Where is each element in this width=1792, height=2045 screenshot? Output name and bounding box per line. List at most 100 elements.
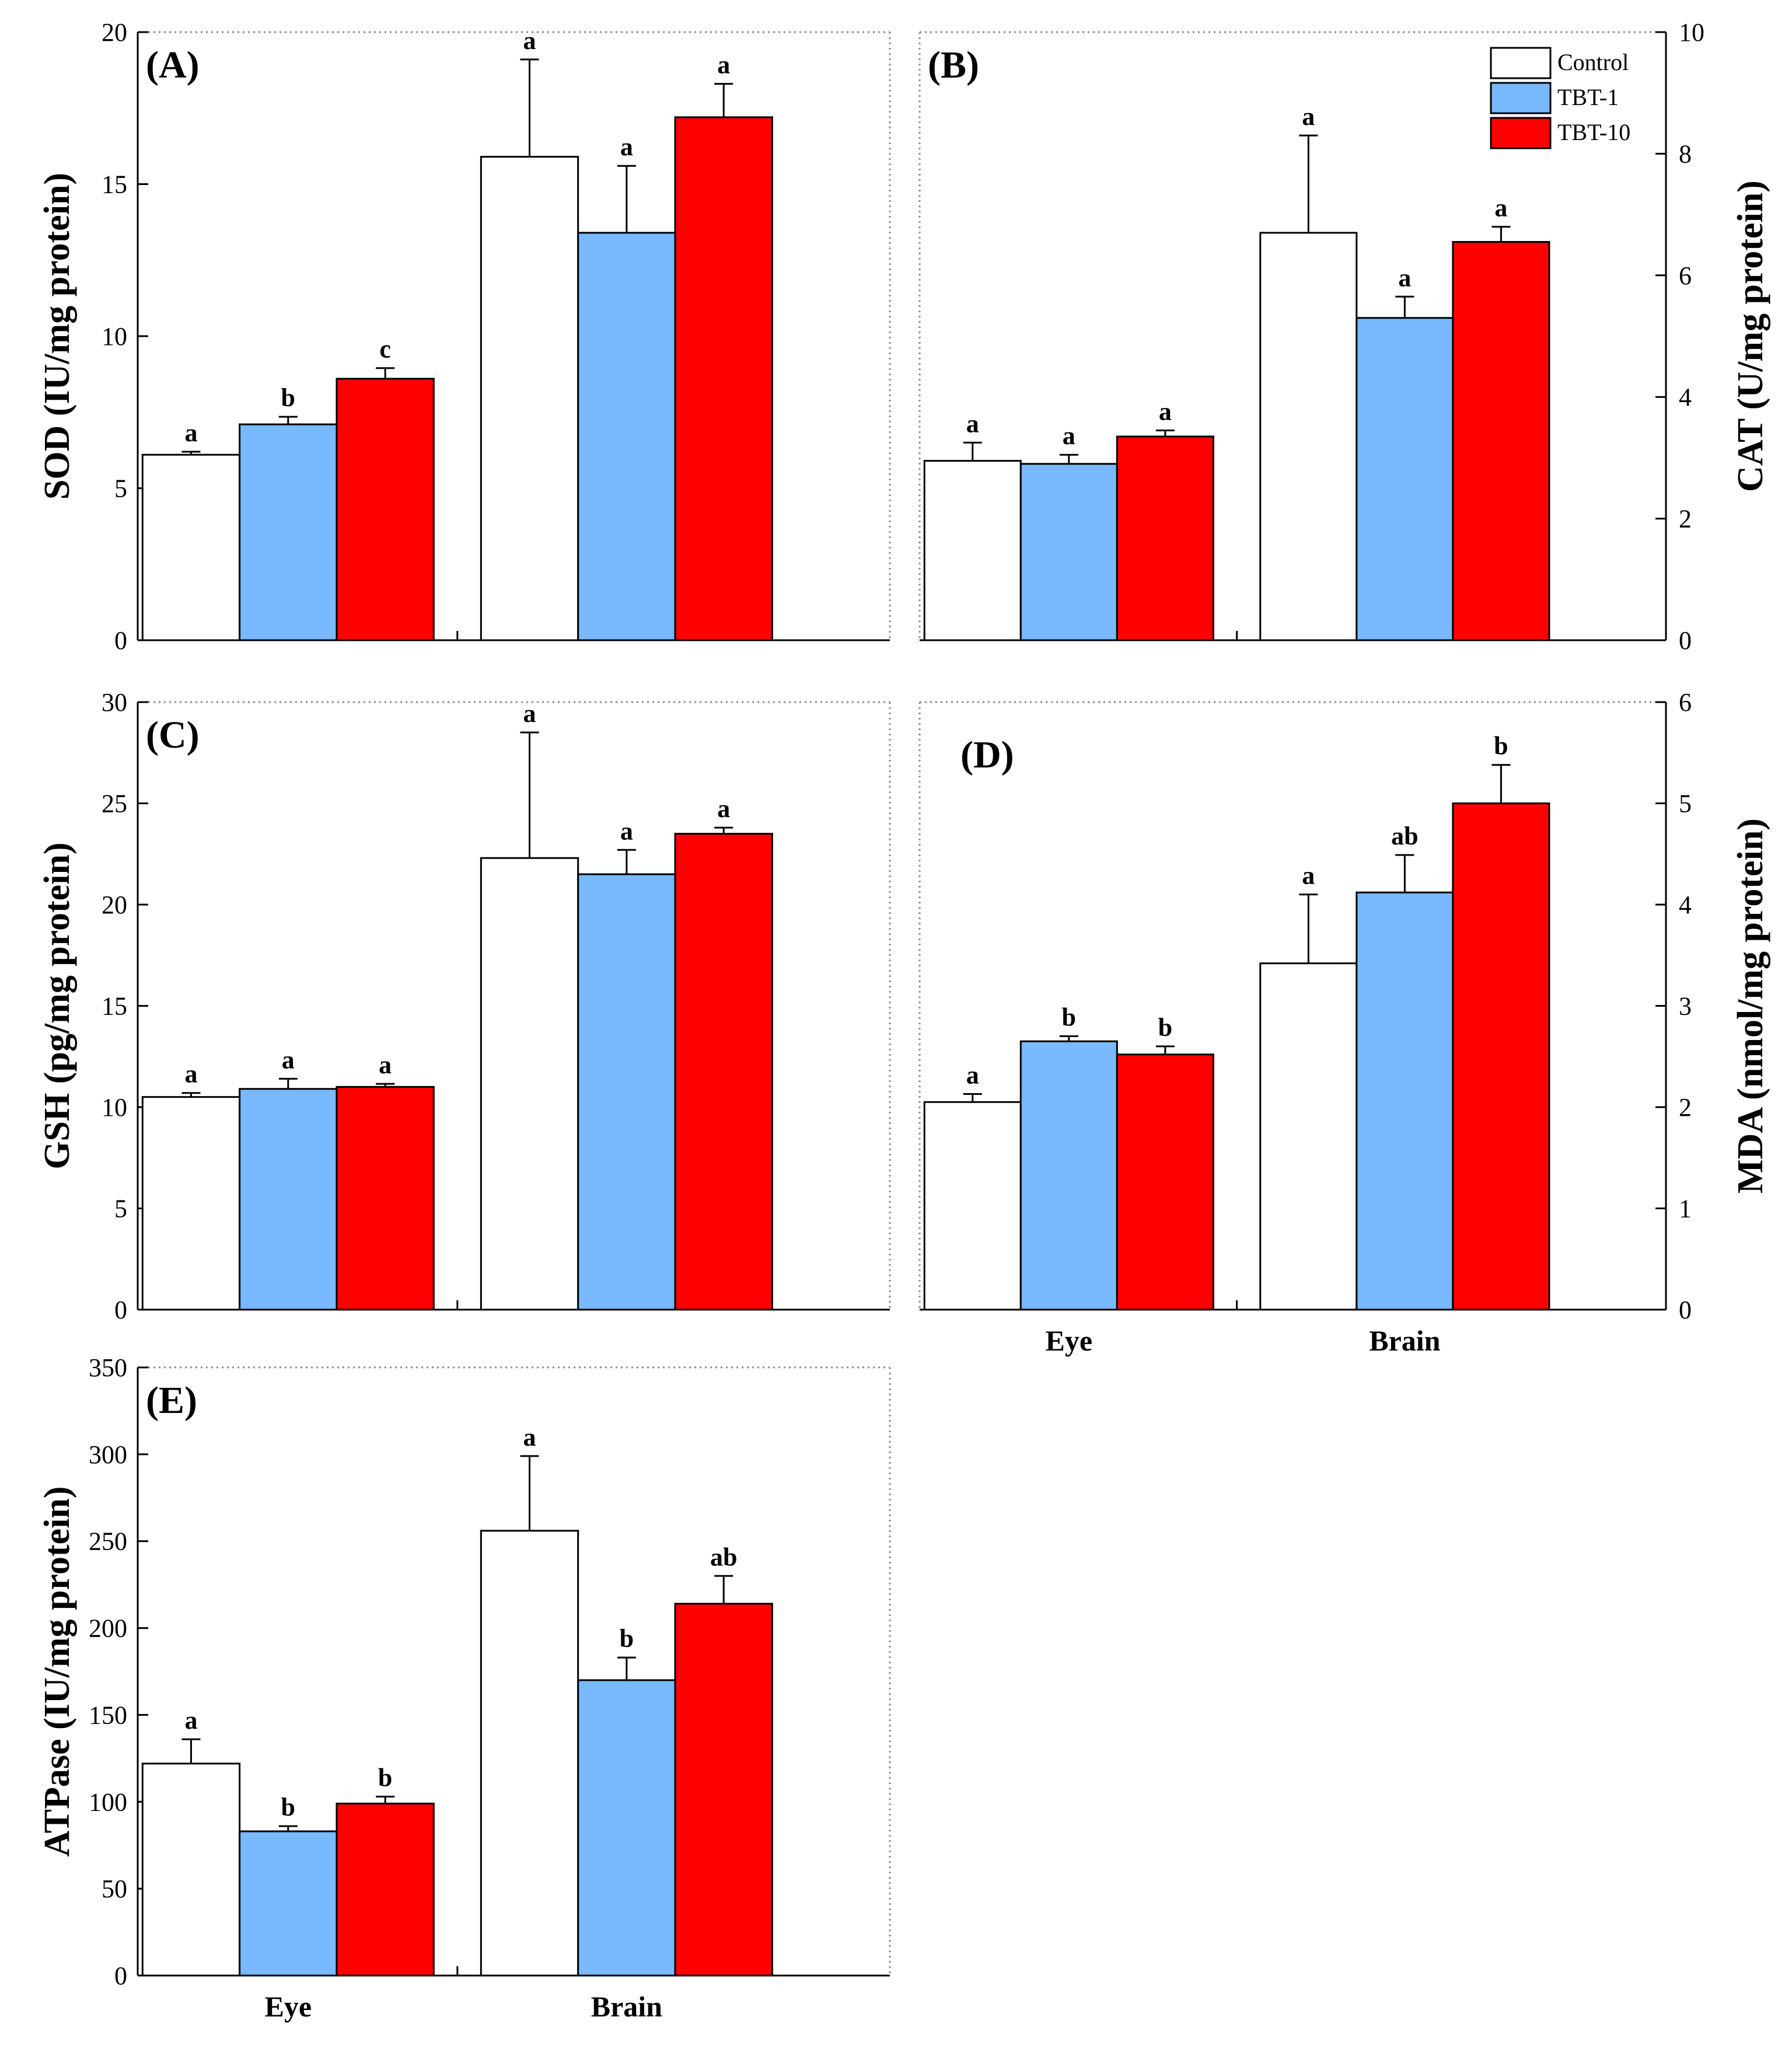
significance-label: b: [281, 383, 295, 412]
significance-label: a: [717, 51, 730, 79]
bar: [1259, 232, 1358, 641]
bar: [336, 378, 435, 641]
y-tick-label: 350: [89, 1353, 127, 1382]
bar: [1452, 240, 1550, 641]
significance-label: a: [379, 1051, 392, 1079]
bar: [1452, 802, 1550, 1311]
significance-label: b: [1062, 1003, 1076, 1032]
y-axis-title: ATPase (IU/mg protein): [37, 1486, 77, 1857]
panel-e: 0 50 100 150 200 250 300 350 ATPase (IU/mg prote…: [37, 1353, 891, 2023]
y-tick-label: 10: [1679, 18, 1704, 47]
bar: [577, 873, 676, 1311]
y-axis-title: MDA (nmol/mg protein): [1731, 818, 1770, 1194]
significance-label: a: [620, 816, 633, 845]
bar: [1356, 891, 1454, 1311]
significance-label: a: [1063, 421, 1075, 450]
significance-label: a: [523, 26, 536, 55]
y-tick-label: 4: [1679, 383, 1692, 411]
y-tick-label: 2: [1679, 505, 1692, 533]
significance-label: a: [282, 1045, 295, 1074]
panel-label: (D): [960, 734, 1014, 776]
bar: [480, 857, 579, 1311]
bar: [1019, 463, 1118, 641]
panel-label: (A): [146, 44, 200, 86]
y-tick-label: 10: [102, 322, 127, 351]
y-tick-label: 150: [89, 1701, 127, 1729]
bar: [1019, 1040, 1118, 1311]
bar: [239, 423, 338, 641]
y-tick-label: 5: [114, 474, 127, 503]
legend-swatch: [1490, 47, 1552, 79]
panel-b: 0 2 4 6 8 10 CAT (U/mg protein) (B) a a a a a a: [918, 18, 1770, 655]
significance-label: a: [184, 418, 197, 447]
significance-label: a: [1398, 263, 1411, 292]
y-tick-label: 8: [1679, 139, 1692, 168]
significance-label: a: [966, 409, 979, 438]
y-tick-label: 4: [1679, 891, 1692, 919]
bar: [923, 1101, 1022, 1311]
y-tick-label: 300: [89, 1440, 127, 1469]
significance-label: ab: [710, 1543, 737, 1571]
significance-label: a: [1302, 102, 1315, 131]
y-tick-label: 30: [102, 688, 127, 717]
y-tick-label: 6: [1679, 688, 1692, 717]
bar: [577, 1679, 676, 1977]
y-tick-label: 15: [102, 170, 127, 199]
panel-label: (E): [146, 1379, 197, 1422]
panel-a: 0 5 10 15 20 SOD (IU/mg protein) (A) a b c a a a: [37, 18, 891, 655]
bar: [141, 1096, 241, 1311]
legend-label: TBT-1: [1557, 84, 1619, 110]
y-tick-label: 0: [114, 626, 127, 655]
panel-label: (C): [146, 714, 200, 756]
y-tick-label: 0: [114, 1296, 127, 1324]
significance-label: b: [1158, 1013, 1172, 1042]
significance-label: a: [1302, 861, 1315, 890]
bar: [239, 1830, 338, 1977]
panel-c: 0 5 10 15 20 25 30 GSH (pg/mg protein) (C) a a a a a a: [37, 688, 891, 1324]
bar: [577, 232, 676, 641]
bar: [923, 460, 1022, 641]
y-tick-label: 0: [114, 1962, 127, 1990]
bar: [239, 1088, 338, 1311]
y-tick-label: 20: [102, 18, 127, 47]
legend-swatch: [1490, 117, 1552, 149]
x-tick-label: Brain: [591, 1990, 662, 2023]
bar: [480, 156, 579, 641]
significance-label: a: [1494, 193, 1507, 222]
y-tick-label: 5: [1679, 790, 1692, 818]
x-tick-label: Brain: [1369, 1324, 1440, 1357]
bar: [141, 1763, 241, 1977]
significance-label: b: [378, 1763, 392, 1792]
significance-label: ab: [1391, 822, 1418, 850]
bar: [1116, 1053, 1214, 1311]
legend-label: Control: [1557, 49, 1629, 75]
significance-label: b: [1494, 732, 1508, 760]
y-tick-label: 10: [102, 1093, 127, 1122]
y-axis-title: SOD (IU/mg protein): [37, 173, 77, 500]
y-tick-label: 250: [89, 1527, 127, 1556]
y-tick-label: 200: [89, 1614, 127, 1643]
y-tick-label: 0: [1679, 626, 1692, 655]
bar: [336, 1086, 435, 1311]
bar: [336, 1802, 435, 1977]
y-tick-label: 2: [1679, 1093, 1692, 1122]
panel-label: (B): [928, 44, 979, 86]
y-tick-label: 3: [1679, 992, 1692, 1021]
bar: [1116, 435, 1214, 641]
bar: [480, 1530, 579, 1977]
significance-label: a: [523, 699, 536, 728]
significance-label: a: [966, 1060, 979, 1089]
y-tick-label: 20: [102, 891, 127, 919]
significance-label: a: [184, 1060, 197, 1088]
y-tick-label: 15: [102, 992, 127, 1021]
legend-label: TBT-10: [1557, 119, 1630, 145]
y-tick-label: 0: [1679, 1296, 1692, 1324]
bar: [1259, 962, 1358, 1311]
bar: [674, 833, 773, 1311]
significance-label: b: [281, 1793, 295, 1821]
legend: Control TBT-1 TBT-10: [1490, 47, 1630, 149]
y-axis-title: CAT (U/mg protein): [1731, 180, 1770, 492]
bar: [141, 453, 241, 641]
y-tick-label: 5: [114, 1195, 127, 1223]
significance-label: a: [184, 1706, 197, 1735]
